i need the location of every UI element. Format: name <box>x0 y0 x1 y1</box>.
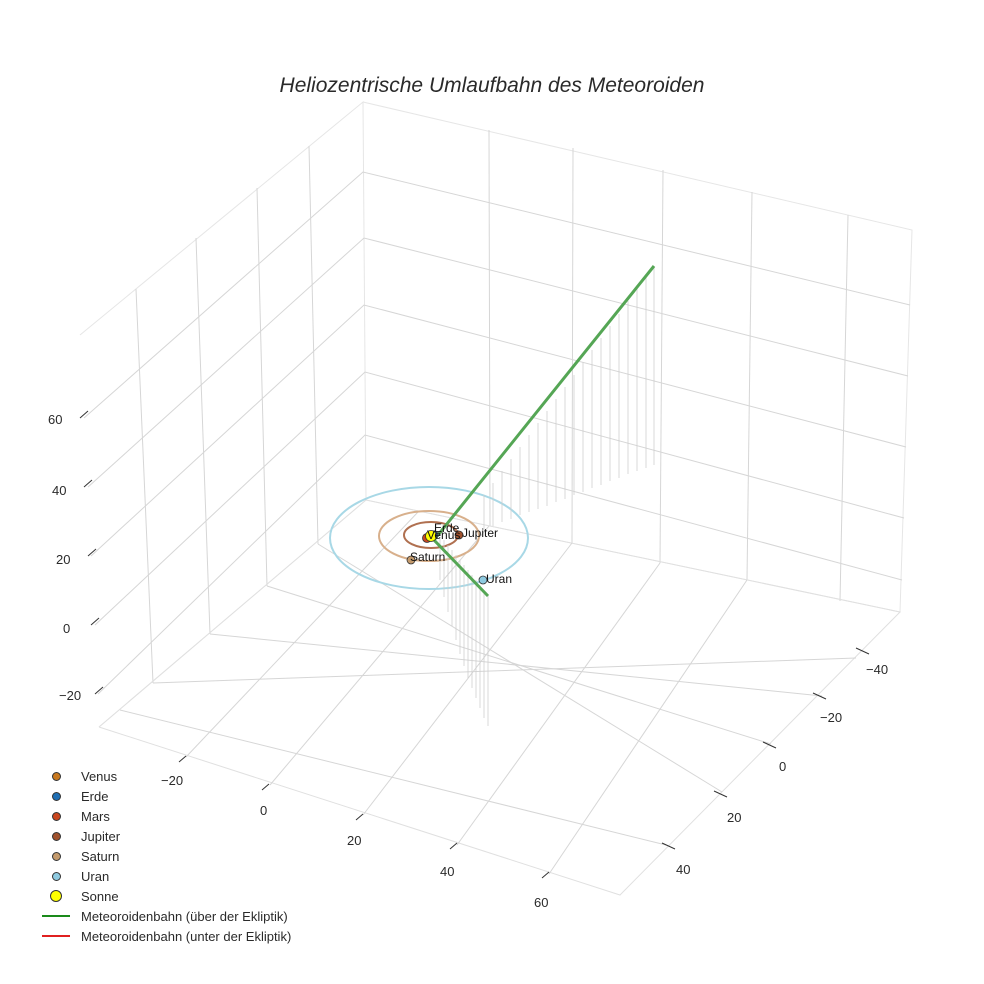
planet-markers[interactable] <box>406 530 488 585</box>
x-tick-0: 0 <box>260 803 268 818</box>
meteoroid-path-above[interactable] <box>432 265 656 598</box>
label-saturn: Saturn <box>410 550 446 564</box>
legend-label: Uran <box>81 868 110 884</box>
label-uran: Uran <box>486 572 513 586</box>
legend: Venus Erde Mars Jupiter Saturn Uran Sonn… <box>40 766 291 946</box>
z-tick-20: 20 <box>56 552 71 567</box>
saturn-orbit <box>378 510 480 562</box>
legend-label: Venus <box>81 768 118 784</box>
uran-marker-icon <box>40 866 72 886</box>
z-tick-60: 60 <box>48 412 63 427</box>
y-tick-20: 20 <box>727 810 742 825</box>
red-line-icon <box>40 926 72 946</box>
jupiter-marker <box>454 530 464 540</box>
legend-label: Mars <box>81 808 110 824</box>
sonne-marker <box>425 530 437 542</box>
x-tick-neg20: −20 <box>161 773 184 788</box>
legend-label: Erde <box>81 788 109 804</box>
saturn-marker-icon <box>40 846 72 866</box>
legend-item-path-above[interactable]: Meteoroidenbahn (über der Ekliptik) <box>40 906 291 926</box>
z-tick-neg20: −20 <box>59 688 82 703</box>
label-jupiter: Jupiter <box>462 526 499 540</box>
x-tick-60: 60 <box>534 895 549 910</box>
legend-item-path-below[interactable]: Meteoroidenbahn (unter der Ekliptik) <box>40 926 291 946</box>
legend-label: Sonne <box>81 888 119 904</box>
legend-item-venus[interactable]: Venus <box>40 766 291 786</box>
chart-title: Heliozentrische Umlaufbahn des Meteoroid… <box>279 74 705 97</box>
legend-label: Jupiter <box>81 828 121 844</box>
legend-label: Saturn <box>81 848 120 864</box>
jupiter-marker-icon <box>40 826 72 846</box>
x-tick-40: 40 <box>440 864 455 879</box>
legend-item-uran[interactable]: Uran <box>40 866 291 886</box>
sonne-marker-icon <box>40 886 72 906</box>
drop-lines <box>439 266 655 726</box>
saturn-marker <box>406 555 416 565</box>
green-line-icon <box>40 906 72 926</box>
uran-marker <box>478 575 488 585</box>
mars-marker-icon <box>40 806 72 826</box>
z-tick-0: 0 <box>63 621 71 636</box>
y-tick-40: 40 <box>676 862 691 877</box>
x-tick-20: 20 <box>347 833 362 848</box>
legend-item-mars[interactable]: Mars <box>40 806 291 826</box>
label-venus: Venus <box>427 528 461 542</box>
tick-marks <box>79 410 870 879</box>
z-tick-40: 40 <box>52 483 67 498</box>
venus-marker-icon <box>40 766 72 786</box>
legend-item-jupiter[interactable]: Jupiter <box>40 826 291 846</box>
y-tick-0: 0 <box>779 759 787 774</box>
y-tick-neg40: −40 <box>866 662 889 677</box>
grid-lines <box>79 100 913 896</box>
legend-label: Meteoroidenbahn (über der Ekliptik) <box>81 908 288 924</box>
legend-item-erde[interactable]: Erde <box>40 786 291 806</box>
label-erde: Erde <box>434 521 460 535</box>
erde-marker-icon <box>40 786 72 806</box>
legend-item-saturn[interactable]: Saturn <box>40 846 291 866</box>
legend-label: Meteoroidenbahn (unter der Ekliptik) <box>81 928 292 944</box>
legend-item-sonne[interactable]: Sonne <box>40 886 291 906</box>
uran-orbit <box>329 486 529 590</box>
y-tick-neg20: −20 <box>820 710 843 725</box>
